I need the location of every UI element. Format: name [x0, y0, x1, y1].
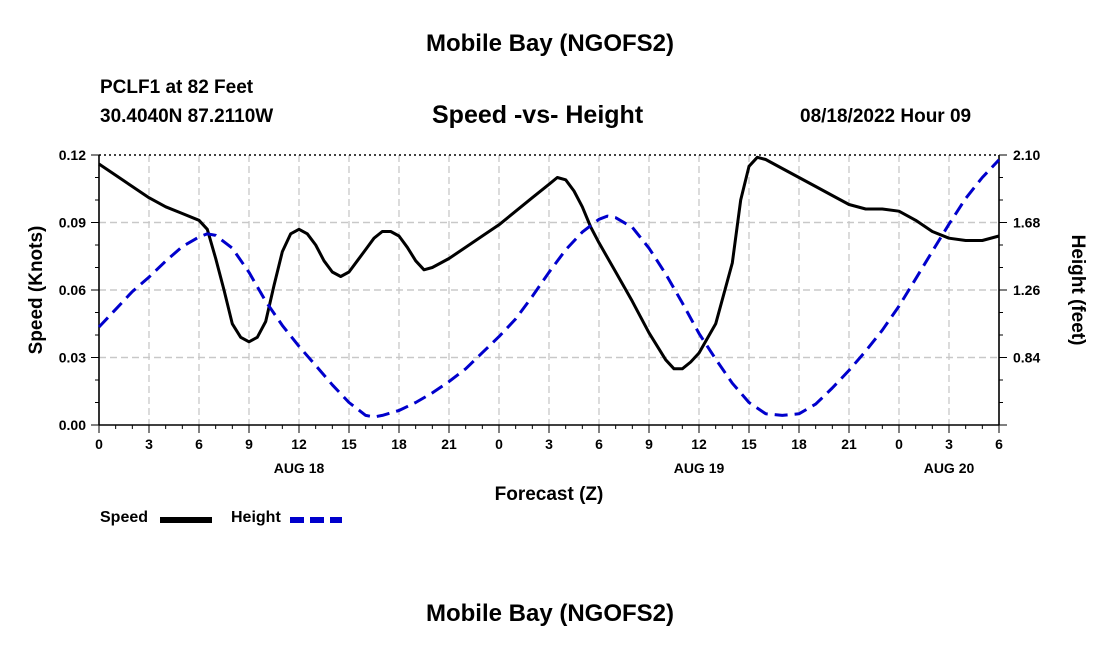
y-right-axis-label: Height (feet)	[1067, 235, 1088, 346]
series-line-speed	[98, 155, 1000, 371]
x-tick-label: 6	[995, 436, 1003, 452]
x-tick-label: 9	[645, 436, 653, 452]
coordinates-label: 30.4040N 87.2110W	[100, 106, 274, 127]
y-right-tick-label: 2.10	[1013, 147, 1040, 163]
x-tick-label: 9	[245, 436, 253, 452]
legend-height-label: Height	[231, 509, 281, 526]
x-tick-label: 12	[691, 436, 707, 452]
x-tick-label: 18	[791, 436, 807, 452]
x-tick-label: 21	[441, 436, 457, 452]
chart-title: Mobile Bay (NGOFS2)	[425, 30, 675, 57]
y-right-tick-label: 1.26	[1013, 282, 1040, 298]
x-tick-label: 21	[841, 436, 857, 452]
y-left-tick-label: 0.12	[59, 147, 86, 163]
date-label: AUG 19	[674, 460, 725, 476]
x-tick-label: 15	[341, 436, 357, 452]
date-label: AUG 20	[924, 460, 975, 476]
x-tick-label: 3	[145, 436, 153, 452]
y-left-tick-label: 0.09	[59, 215, 86, 231]
x-tick-label: 15	[741, 436, 757, 452]
station-label: PCLF1 at 82 Feet	[100, 77, 254, 98]
series-line-height	[97, 158, 1001, 419]
y-right-tick-label: 0.84	[1013, 350, 1040, 366]
x-tick-label: 18	[391, 436, 407, 452]
y-left-tick-label: 0.00	[59, 417, 86, 433]
y-left-axis-label: Speed (Knots)	[26, 226, 47, 355]
plot-title: Speed -vs- Height	[432, 101, 644, 129]
x-tick-label: 6	[595, 436, 603, 452]
x-tick-label: 3	[945, 436, 953, 452]
x-tick-label: 6	[195, 436, 203, 452]
footer-title: Mobile Bay (NGOFS2)	[425, 600, 675, 627]
x-tick-label: 0	[495, 436, 503, 452]
y-right-tick-label: 1.68	[1013, 215, 1040, 231]
forecast-datetime: 08/18/2022 Hour 09	[800, 106, 972, 127]
y-left-tick-label: 0.03	[59, 350, 86, 366]
y-left-tick-label: 0.06	[59, 282, 86, 298]
x-tick-label: 3	[545, 436, 553, 452]
x-axis-label: Forecast (Z)	[495, 484, 604, 505]
x-tick-label: 0	[895, 436, 903, 452]
date-label: AUG 18	[274, 460, 325, 476]
x-tick-label: 0	[95, 436, 103, 452]
legend-speed-label: Speed	[100, 509, 149, 526]
x-tick-label: 12	[291, 436, 307, 452]
